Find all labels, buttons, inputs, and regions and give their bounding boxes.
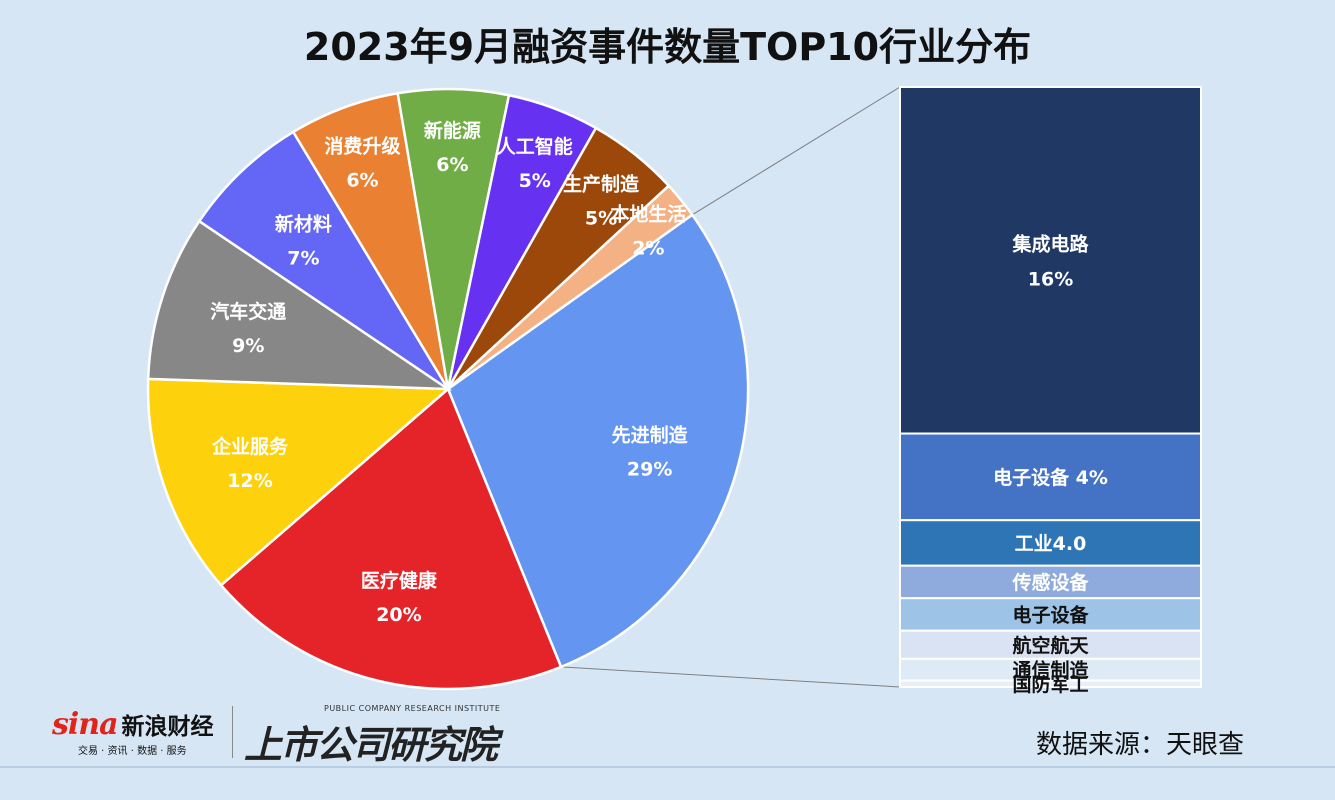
pie-labels: 先进制造 29% 医疗健康 20% 企业服务 12% 汽车交通 9% 新材料 7% 消费升级 6% 新能… [210,119,688,626]
slice-企业服务-name-label: 企业服务 [211,435,289,458]
slice-医疗健康-percent-label: 20% [376,604,421,626]
sina-finance-logo: sina 新浪财经 交易 · 资讯 · 数据 · 服务 [52,707,214,757]
bar-segment-0-percent: 16% [1028,268,1073,290]
bar-segment-2 [899,519,1202,567]
sina-tagline: 交易 · 资讯 · 数据 · 服务 [78,746,187,757]
pie [146,87,750,691]
bar-segment-1-label: 电子设备 4% [993,466,1108,489]
bar-segment-7 [899,679,1202,689]
bar-segment-5-label: 航空航天 [1012,634,1089,657]
slice-新材料-name-label: 新材料 [275,213,332,236]
bar-segment-3 [899,564,1202,600]
bar-segment-0-label: 集成电路 [1011,232,1089,255]
institute-english-name: PUBLIC COMPANY RESEARCH INSTITUTE [324,704,501,713]
slice-先进制造 [446,213,750,669]
logo-divider [232,706,233,758]
slice-汽车交通-percent-label: 9% [232,335,264,357]
bar-segment-3-label: 传感设备 [1011,571,1089,594]
slice-企业服务 [146,377,452,587]
slice-新材料 [197,130,450,391]
slice-汽车交通 [146,219,453,391]
bar-segment-7-label: 国防军工 [1012,673,1088,696]
slice-新能源-percent-label: 6% [436,154,468,176]
slice-人工智能-percent-label: 5% [519,170,551,192]
slice-消费升级-name-label: 消费升级 [324,134,400,157]
chart-title: 2023年9月融资事件数量TOP10行业分布 [303,25,1032,69]
connector-line-top [691,86,901,216]
slice-医疗健康 [219,386,563,691]
slice-消费升级-percent-label: 6% [346,169,378,191]
connector-lines [561,86,901,688]
slice-新材料-percent-label: 7% [287,248,319,270]
bar-segment-4-label: 电子设备 [1012,603,1089,626]
slice-先进制造-percent-label: 29% [627,459,672,481]
institute-chinese-name: 上市公司研究院 [244,723,498,767]
slice-生产制造-percent-label: 5% [585,207,617,229]
slice-先进制造-name-label: 先进制造 [612,424,689,447]
slice-企业服务-percent-label: 12% [227,470,272,492]
pie-of-bar-chart: 先进制造 29% 医疗健康 20% 企业服务 12% 汽车交通 9% 新材料 7% 消费升级 6% 新能… [146,86,1202,696]
sina-wordmark: sina [52,707,119,742]
slice-本地生活-name-label: 本地生活 [610,202,686,225]
slice-人工智能-name-label: 人工智能 [497,135,573,158]
connector-line-bottom [561,666,901,688]
slice-汽车交通-name-label: 汽车交通 [210,300,287,323]
sina-finance-name: 新浪财经 [121,714,214,740]
data-source: 数据来源：天眼查 [1036,730,1245,760]
bar-segment-0 [899,86,1202,435]
bar-segment-2-label: 工业4.0 [1015,533,1087,555]
bar-segment-6-label: 通信制造 [1012,659,1089,682]
slice-本地生活-percent-label: 2% [632,237,664,259]
slice-新能源-name-label: 新能源 [424,119,481,142]
bar-segment-5 [899,629,1202,660]
slice-医疗健康-name-label: 医疗健康 [361,569,438,592]
slice-生产制造-name-label: 生产制造 [563,172,640,195]
slice-本地生活 [447,184,694,391]
footer-divider [0,766,1335,768]
